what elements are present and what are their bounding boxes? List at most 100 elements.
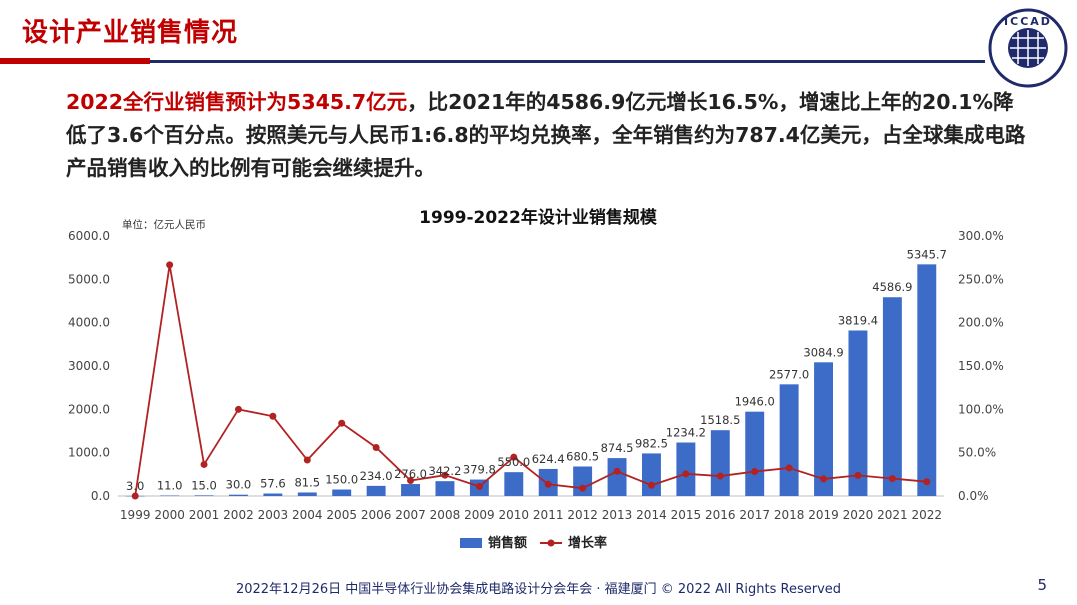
- growth-rate-point: [200, 460, 208, 468]
- bar: [848, 330, 868, 496]
- bar-data-label: 2577.0: [769, 367, 809, 381]
- growth-rate-point: [303, 456, 311, 464]
- y2-tick-label: 300.0%: [958, 229, 1004, 243]
- growth-rate-point: [234, 405, 242, 413]
- bar-data-label: 30.0: [226, 478, 252, 492]
- x-tick-label: 1999: [120, 508, 151, 522]
- bar-data-label: 276.0: [394, 467, 427, 481]
- x-tick-label: 2017: [739, 508, 770, 522]
- bar: [332, 489, 352, 496]
- y-tick-label: 6000.0: [68, 229, 110, 243]
- y2-tick-label: 200.0%: [958, 316, 1004, 330]
- slide-title: 设计产业销售情况: [22, 18, 239, 48]
- growth-rate-point: [751, 468, 759, 476]
- x-tick-label: 2002: [223, 508, 254, 522]
- bar-data-label: 5345.7: [907, 247, 947, 261]
- x-tick-label: 2001: [189, 508, 220, 522]
- x-tick-label: 2014: [636, 508, 667, 522]
- title-underline-accent: [0, 58, 150, 64]
- title-underline: [150, 60, 985, 63]
- footer-text: 2022年12月26日 中国半导体行业协会集成电路设计分会年会 · 福建厦门 ©…: [235, 582, 842, 597]
- x-tick-label: 2015: [671, 508, 702, 522]
- chart-unit-note: 单位：亿元人民币: [122, 218, 206, 231]
- legend-bar-swatch: [460, 538, 482, 548]
- bar: [263, 493, 283, 496]
- growth-rate-point: [888, 475, 896, 483]
- bar-data-label: 15.0: [191, 478, 217, 492]
- x-tick-label: 2013: [602, 508, 633, 522]
- bar: [401, 484, 421, 496]
- x-tick-label: 2021: [877, 508, 908, 522]
- growth-rate-point: [820, 475, 828, 483]
- growth-rate-point: [785, 464, 793, 472]
- y2-tick-label: 50.0%: [958, 446, 996, 460]
- x-tick-label: 2005: [326, 508, 357, 522]
- x-tick-label: 2022: [912, 508, 943, 522]
- bar-data-label: 57.6: [260, 477, 286, 491]
- x-tick-label: 2020: [843, 508, 874, 522]
- x-tick-label: 2000: [154, 508, 185, 522]
- y2-tick-label: 0.0%: [958, 489, 989, 503]
- growth-rate-point: [338, 419, 346, 427]
- bar-data-label: 624.4: [532, 452, 565, 466]
- legend-line-marker: [547, 539, 555, 547]
- y-tick-label: 1000.0: [68, 446, 110, 460]
- legend-line-label: 增长率: [568, 535, 607, 551]
- x-tick-label: 2004: [292, 508, 323, 522]
- bar: [194, 495, 214, 496]
- x-tick-label: 2018: [774, 508, 805, 522]
- bar-data-label: 1518.5: [700, 413, 740, 427]
- bar: [573, 466, 593, 496]
- page-number: 5: [1037, 576, 1047, 594]
- x-tick-label: 2007: [395, 508, 426, 522]
- x-tick-label: 2019: [808, 508, 839, 522]
- bar-data-label: 342.2: [428, 464, 461, 478]
- y2-tick-label: 150.0%: [958, 359, 1004, 373]
- growth-rate-point: [407, 476, 415, 484]
- growth-rate-point: [269, 412, 277, 420]
- bar: [297, 492, 317, 496]
- growth-rate-point: [854, 471, 862, 479]
- bar: [504, 472, 524, 496]
- bar-data-label: 379.8: [463, 463, 496, 477]
- iccad-logo: ICCAD: [988, 8, 1068, 88]
- legend-bar-label: 销售额: [488, 535, 527, 551]
- bar-data-label: 1234.2: [666, 426, 706, 440]
- bar-data-label: 550.0: [497, 455, 530, 469]
- bar-data-label: 3.0: [126, 479, 144, 493]
- summary-highlight: 2022全行业销售预计为5345.7亿元: [66, 90, 408, 114]
- logo-lettering: ICCAD: [1004, 15, 1052, 28]
- growth-rate-point: [647, 481, 655, 489]
- bar-data-label: 680.5: [566, 450, 599, 464]
- bar-data-label: 874.5: [601, 441, 634, 455]
- x-tick-label: 2003: [258, 508, 289, 522]
- bar: [435, 481, 455, 496]
- y-tick-label: 5000.0: [68, 272, 110, 286]
- growth-rate-point: [544, 480, 552, 488]
- x-tick-label: 2008: [430, 508, 461, 522]
- summary-paragraph: 2022全行业销售预计为5345.7亿元，比2021年的4586.9亿元增长16…: [66, 86, 1026, 185]
- growth-rate-point: [613, 467, 621, 475]
- bar-data-label: 3084.9: [803, 345, 843, 359]
- x-tick-label: 2009: [464, 508, 495, 522]
- y2-tick-label: 250.0%: [958, 272, 1004, 286]
- summary-text: ，比2021年的4586.9亿元增长16.5%，增速比上年的20.1%降低了3.…: [66, 90, 1026, 180]
- y-tick-label: 3000.0: [68, 359, 110, 373]
- growth-rate-point: [372, 443, 380, 451]
- growth-rate-point: [716, 472, 724, 480]
- bar-data-label: 982.5: [635, 436, 668, 450]
- growth-rate-point: [166, 261, 174, 269]
- bar: [228, 494, 248, 496]
- x-tick-label: 2010: [499, 508, 530, 522]
- bar: [917, 264, 937, 496]
- x-tick-label: 2016: [705, 508, 736, 522]
- bar: [641, 453, 661, 496]
- bar-data-label: 81.5: [294, 475, 320, 489]
- bar: [882, 297, 902, 496]
- bar: [745, 411, 765, 496]
- bar-data-label: 1946.0: [735, 395, 775, 409]
- bar-data-label: 150.0: [325, 473, 358, 487]
- chart-title: 1999-2022年设计业销售规模: [419, 207, 658, 228]
- bar: [607, 458, 627, 496]
